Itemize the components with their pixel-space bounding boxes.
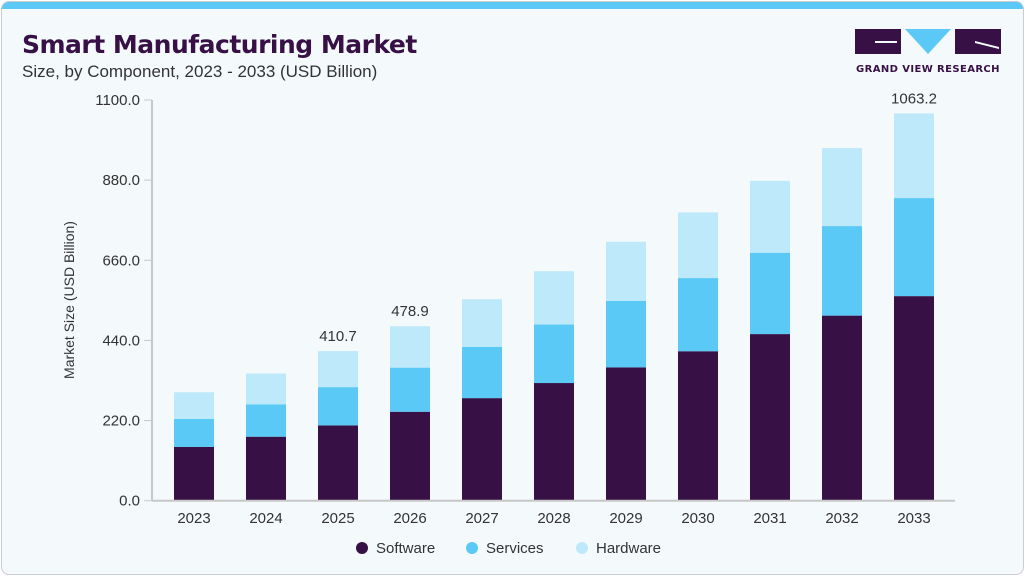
- legend-label-hardware: Hardware: [596, 540, 661, 557]
- accent-bar: [2, 2, 1023, 9]
- legend-marker-hardware: [576, 542, 588, 554]
- bar-services-2024: [246, 404, 286, 437]
- bar-software-2025: [318, 425, 358, 501]
- bar-hardware-2032: [822, 148, 862, 227]
- legend-label-software: Software: [376, 540, 435, 557]
- bar-software-2026: [390, 411, 430, 501]
- bar-software-2032: [822, 315, 862, 501]
- x-tick-label: 2026: [393, 510, 426, 527]
- bar-software-2033: [894, 296, 934, 501]
- y-tick-label: 880.0: [102, 172, 140, 189]
- chart-subtitle: Size, by Component, 2023 - 2033 (USD Bil…: [22, 62, 378, 81]
- bar-software-2028: [534, 383, 574, 501]
- data-label: 1063.2: [891, 90, 937, 107]
- bar-hardware-2030: [678, 212, 718, 279]
- bar-hardware-2023: [174, 392, 214, 419]
- bar-hardware-2025: [318, 351, 358, 388]
- bar-services-2029: [606, 300, 646, 368]
- bar-services-2030: [678, 278, 718, 352]
- chart-title: Smart Manufacturing Market: [22, 30, 417, 59]
- logo-mark-icon: [855, 29, 1001, 54]
- bar-services-2023: [174, 418, 214, 447]
- x-tick-label: 2031: [753, 510, 786, 527]
- y-tick-label: 220.0: [102, 413, 140, 430]
- bar-software-2023: [174, 446, 214, 501]
- x-tick-label: 2024: [249, 510, 282, 527]
- bar-services-2025: [318, 387, 358, 426]
- grand-view-research-logo: GRAND VIEW RESEARCH: [855, 29, 1001, 75]
- y-tick-label: 660.0: [102, 252, 140, 269]
- y-axis-label: Market Size (USD Billion): [61, 221, 77, 379]
- bar-services-2026: [390, 367, 430, 412]
- y-tick-label: 440.0: [102, 332, 140, 349]
- x-tick-label: 2029: [609, 510, 642, 527]
- data-label: 478.9: [391, 303, 429, 320]
- x-tick-label: 2033: [897, 510, 930, 527]
- bar-software-2030: [678, 351, 718, 501]
- bar-services-2031: [750, 252, 790, 335]
- bar-software-2027: [462, 398, 502, 501]
- legend-marker-software: [356, 542, 368, 554]
- data-label: 410.7: [319, 328, 357, 345]
- bar-services-2027: [462, 346, 502, 399]
- logo-text: GRAND VIEW RESEARCH: [856, 64, 1000, 75]
- bar-software-2031: [750, 334, 790, 501]
- x-tick-label: 2025: [321, 510, 354, 527]
- y-tick-label: 0.0: [119, 493, 140, 510]
- bar-hardware-2027: [462, 299, 502, 347]
- bar-services-2028: [534, 324, 574, 384]
- bar-hardware-2028: [534, 271, 574, 325]
- legend-label-services: Services: [486, 540, 544, 557]
- x-tick-label: 2028: [537, 510, 570, 527]
- bar-software-2024: [246, 436, 286, 501]
- bar-services-2032: [822, 226, 862, 316]
- bar-hardware-2029: [606, 241, 646, 301]
- bar-hardware-2031: [750, 180, 790, 253]
- x-tick-label: 2027: [465, 510, 498, 527]
- bar-software-2029: [606, 367, 646, 501]
- x-tick-label: 2032: [825, 510, 858, 527]
- legend-marker-services: [466, 542, 478, 554]
- y-tick-label: 1100.0: [95, 92, 140, 109]
- bar-hardware-2024: [246, 373, 286, 405]
- bar-hardware-2033: [894, 113, 934, 199]
- bar-hardware-2026: [390, 326, 430, 368]
- x-tick-label: 2023: [177, 510, 210, 527]
- x-tick-label: 2030: [681, 510, 714, 527]
- bar-services-2033: [894, 198, 934, 297]
